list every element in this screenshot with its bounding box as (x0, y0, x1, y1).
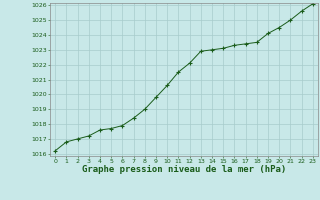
X-axis label: Graphe pression niveau de la mer (hPa): Graphe pression niveau de la mer (hPa) (82, 165, 286, 174)
